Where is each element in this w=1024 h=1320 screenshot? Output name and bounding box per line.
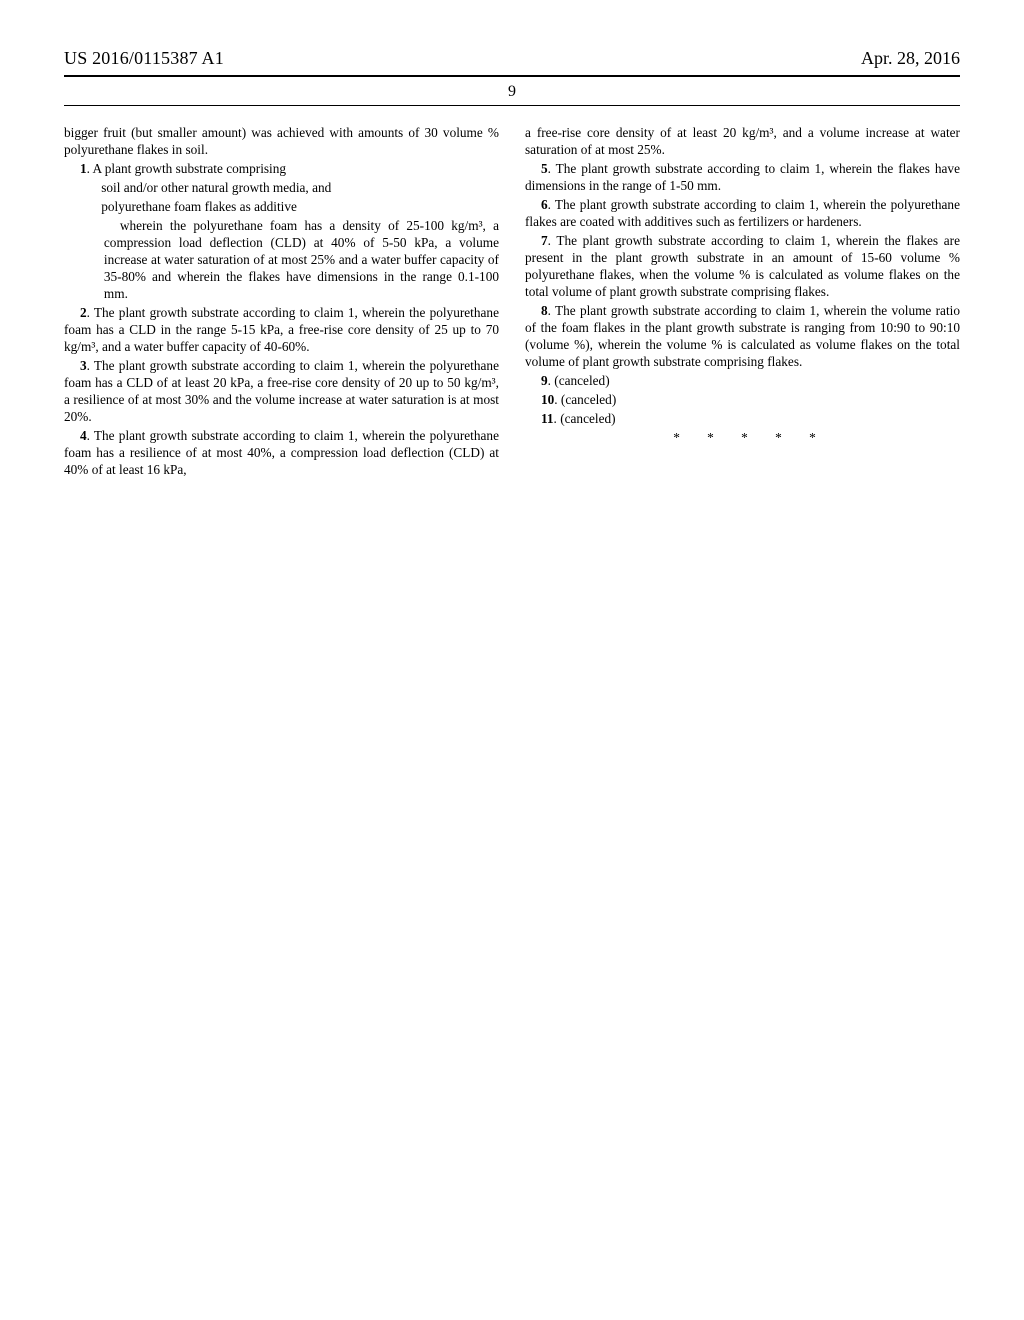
claim-2: 2. The plant growth substrate according … <box>64 304 499 355</box>
header-rule-thin <box>64 105 960 106</box>
claim-7-text: The plant growth substrate according to … <box>525 233 960 299</box>
body-columns: bigger fruit (but smaller amount) was ac… <box>64 124 960 480</box>
claim-4-text: The plant growth substrate according to … <box>64 428 499 477</box>
claim-5: 5. The plant growth substrate according … <box>525 160 960 194</box>
claim-10: 10. (canceled) <box>525 391 960 408</box>
claim-2-text: The plant growth substrate according to … <box>64 305 499 354</box>
claim-9-text: (canceled) <box>554 373 609 388</box>
claim-7: 7. The plant growth substrate according … <box>525 232 960 300</box>
intro-text: bigger fruit (but smaller amount) was ac… <box>64 124 499 158</box>
claim-11: 11. (canceled) <box>525 410 960 427</box>
claim-6: 6. The plant growth substrate according … <box>525 196 960 230</box>
publication-number: US 2016/0115387 A1 <box>64 48 224 69</box>
claim-9: 9. (canceled) <box>525 372 960 389</box>
claim-8-text: The plant growth substrate according to … <box>525 303 960 369</box>
claim-3: 3. The plant growth substrate according … <box>64 357 499 425</box>
claim-8: 8. The plant growth substrate according … <box>525 302 960 370</box>
publication-date: Apr. 28, 2016 <box>861 48 960 69</box>
claim-4: 4. The plant growth substrate according … <box>64 427 499 478</box>
claim-1-line-c: wherein the polyurethane foam has a dens… <box>64 217 499 302</box>
header: US 2016/0115387 A1 Apr. 28, 2016 <box>64 48 960 69</box>
header-rule <box>64 75 960 77</box>
claim-6-text: The plant growth substrate according to … <box>525 197 960 229</box>
claim-5-text: The plant growth substrate according to … <box>525 161 960 193</box>
claim-4-continued: a free-rise core density of at least 20 … <box>525 124 960 158</box>
claim-1-lead: 1. A plant growth substrate comprising <box>64 160 499 177</box>
claim-1-line-b: polyurethane foam flakes as additive <box>64 198 499 215</box>
claim-10-text: (canceled) <box>561 392 616 407</box>
end-stars: * * * * * <box>525 429 960 446</box>
claim-11-text: (canceled) <box>560 411 615 426</box>
claim-3-text: The plant growth substrate according to … <box>64 358 499 424</box>
page-number: 9 <box>64 83 960 101</box>
claim-1-line-a: soil and/or other natural growth media, … <box>64 179 499 196</box>
claim-1-lead-text: A plant growth substrate comprising <box>93 161 287 176</box>
